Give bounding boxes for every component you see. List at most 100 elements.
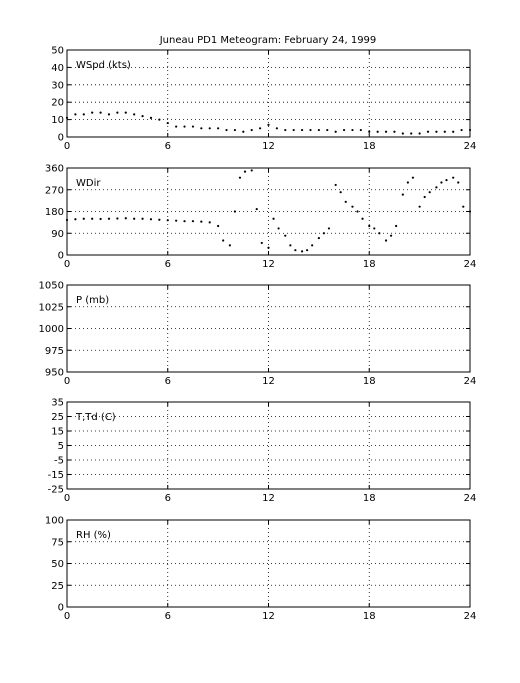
x-tick-label: 6	[165, 141, 171, 152]
data-point	[300, 128, 304, 132]
data-point	[384, 239, 388, 242]
y-tick-label: 0	[58, 133, 64, 144]
data-point	[378, 232, 381, 235]
data-point	[294, 249, 297, 252]
data-point	[410, 132, 413, 135]
x-tick-label: 12	[262, 376, 275, 387]
data-point	[208, 221, 211, 224]
data-point	[317, 236, 320, 240]
data-point	[440, 181, 443, 184]
data-point	[339, 191, 342, 194]
data-point	[233, 128, 237, 132]
y-tick-label: 1050	[39, 281, 64, 292]
y-tick-label: 35	[51, 398, 64, 409]
data-point	[158, 118, 161, 121]
panel-3: 0 6 12 18 24 950 975 1000 1025 1050 P (mb)	[39, 281, 477, 388]
data-point	[255, 207, 258, 211]
data-point	[225, 128, 228, 132]
data-point	[208, 127, 211, 130]
data-point	[368, 224, 371, 228]
data-point	[141, 217, 144, 220]
x-tick-label: 18	[363, 259, 376, 270]
y-tick-label: 75	[51, 537, 64, 548]
x-tick-label: 24	[464, 493, 477, 504]
x-tick-label: 0	[64, 376, 70, 387]
x-tick-label: 12	[262, 259, 275, 270]
data-point	[368, 130, 371, 133]
panel-5: 0 6 12 18 24 0 25 50 75 100 RH (%)	[45, 516, 476, 623]
x-tick-label: 18	[363, 611, 376, 622]
data-point	[233, 210, 237, 213]
data-point	[166, 121, 169, 125]
data-point	[373, 227, 376, 230]
data-point	[359, 128, 362, 132]
data-point	[74, 113, 77, 116]
data-point	[351, 205, 354, 208]
data-point	[243, 170, 247, 173]
data-point	[423, 195, 426, 199]
data-point	[116, 111, 119, 114]
y-tick-label: 50	[51, 559, 64, 570]
data-point	[242, 130, 245, 133]
data-point	[401, 193, 404, 196]
data-point	[317, 128, 320, 132]
data-point	[311, 244, 314, 247]
data-point	[309, 128, 312, 132]
y-tick-label: -15	[48, 470, 64, 481]
y-tick-label: 360	[45, 164, 64, 175]
data-point	[275, 127, 278, 130]
data-point	[300, 250, 304, 253]
data-point	[149, 116, 153, 119]
panel-label: P (mb)	[76, 295, 109, 306]
x-tick-label: 24	[464, 611, 477, 622]
panel-4: 0 6 12 18 24 -25 -15 -5 5 15 25 35 T,Td (C)	[48, 398, 477, 505]
data-point	[322, 232, 326, 235]
data-point	[351, 128, 354, 132]
y-tick-label: 950	[45, 368, 64, 379]
data-point	[334, 183, 337, 187]
x-tick-label: 18	[363, 141, 376, 152]
x-tick-label: 0	[64, 141, 70, 152]
data-point	[200, 220, 203, 223]
panel-label: T,Td (C)	[75, 412, 116, 423]
data-point	[418, 132, 421, 135]
data-point	[468, 128, 472, 132]
x-tick-label: 18	[363, 493, 376, 504]
data-point	[183, 125, 186, 128]
data-point	[175, 125, 178, 128]
y-tick-label: 90	[51, 229, 64, 240]
data-point	[395, 224, 398, 228]
x-tick-label: 24	[464, 259, 477, 270]
data-point	[418, 205, 421, 208]
data-point	[334, 130, 337, 133]
data-point	[82, 217, 85, 220]
data-point	[133, 113, 136, 116]
x-tick-label: 24	[464, 141, 477, 152]
chart-title: Juneau PD1 Meteogram: February 24, 1999	[159, 35, 377, 46]
data-point	[107, 217, 111, 220]
data-point	[306, 249, 309, 252]
data-point	[289, 244, 292, 247]
data-point	[222, 239, 225, 242]
data-point	[376, 130, 379, 133]
data-point	[116, 217, 119, 220]
data-point	[406, 181, 409, 184]
data-point	[452, 176, 455, 179]
data-point	[124, 111, 127, 114]
data-point	[292, 128, 295, 132]
y-tick-label: 975	[45, 346, 64, 357]
data-point	[183, 220, 186, 223]
data-point	[267, 123, 270, 126]
data-point	[435, 130, 438, 133]
y-tick-label: 180	[45, 207, 64, 218]
data-point	[99, 111, 102, 114]
data-point	[356, 210, 359, 213]
x-tick-label: 12	[262, 141, 275, 152]
y-tick-label: 25	[51, 581, 64, 592]
y-tick-label: 40	[51, 63, 64, 74]
data-point	[435, 186, 438, 189]
data-point	[141, 115, 144, 118]
data-point	[91, 111, 94, 114]
y-tick-label: 1000	[39, 324, 64, 335]
x-tick-label: 0	[64, 611, 70, 622]
